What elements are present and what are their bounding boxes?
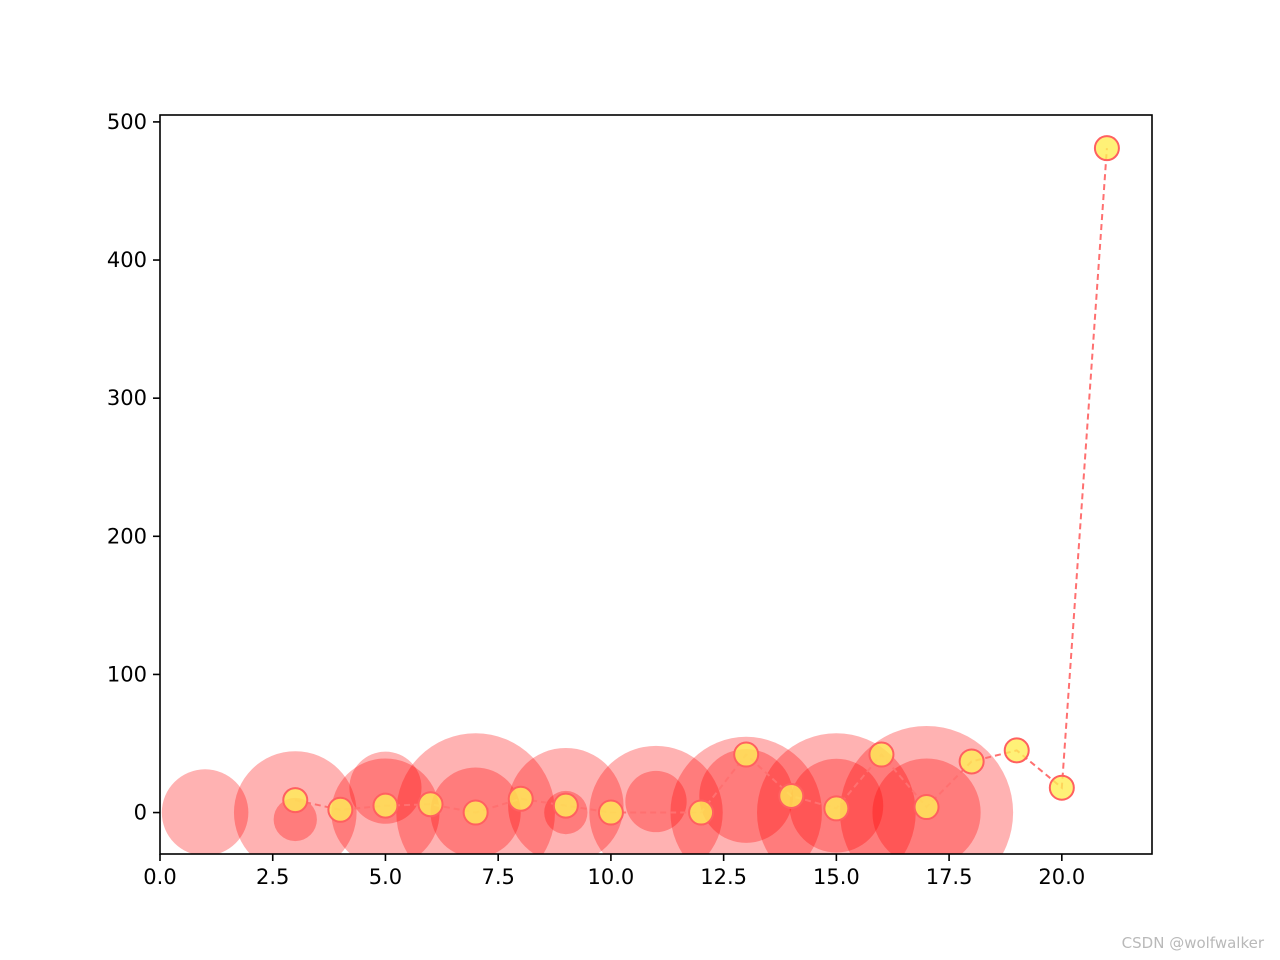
x-tick-label: 0.0	[143, 865, 176, 889]
series-marker	[688, 799, 715, 826]
x-tick-label: 20.0	[1038, 865, 1085, 889]
series-marker	[1093, 135, 1120, 162]
x-tick-label: 15.0	[813, 865, 860, 889]
series-marker	[913, 794, 940, 821]
series-marker	[507, 785, 534, 812]
x-tick-label: 17.5	[926, 865, 973, 889]
bubble-point	[349, 751, 422, 824]
series-marker	[462, 799, 489, 826]
series-marker	[327, 796, 354, 823]
y-axis: 0 100 200 300 400 500	[107, 110, 160, 825]
series-marker	[282, 787, 309, 814]
bubble-point	[396, 733, 555, 854]
watermark: CSDN @wolfwalker	[1121, 934, 1264, 952]
series-marker	[958, 748, 985, 775]
x-tick-label: 10.0	[588, 865, 635, 889]
series-marker	[778, 782, 805, 809]
series-marker	[372, 792, 399, 819]
x-tick-label: 2.5	[256, 865, 289, 889]
series-marker	[1003, 737, 1030, 764]
series-marker	[823, 795, 850, 822]
bubble-point	[670, 736, 822, 854]
y-tick-label: 300	[107, 386, 147, 410]
x-axis: 0.0 2.5 5.0 7.5 10.0 12.5 15.0 17.5 20.0	[143, 854, 1085, 889]
y-tick-label: 400	[107, 248, 147, 272]
bubble-point	[699, 749, 794, 843]
series-marker	[597, 799, 624, 826]
y-tick-label: 500	[107, 110, 147, 134]
series-marker	[1048, 774, 1075, 801]
series-marker	[417, 791, 444, 818]
series-marker	[552, 792, 579, 819]
marker-layer	[282, 135, 1120, 826]
x-tick-label: 7.5	[481, 865, 514, 889]
bubble-point	[273, 797, 317, 842]
plot-frame	[159, 114, 1153, 855]
y-tick-label: 0	[134, 801, 147, 825]
x-tick-label: 5.0	[369, 865, 402, 889]
y-tick-label: 100	[107, 662, 147, 686]
series-marker	[868, 741, 895, 768]
bubble-point	[589, 745, 723, 854]
series-marker	[733, 741, 760, 768]
x-tick-label: 12.5	[700, 865, 747, 889]
y-tick-label: 200	[107, 524, 147, 548]
bubble-point	[161, 769, 249, 854]
bubble-point	[625, 770, 687, 833]
